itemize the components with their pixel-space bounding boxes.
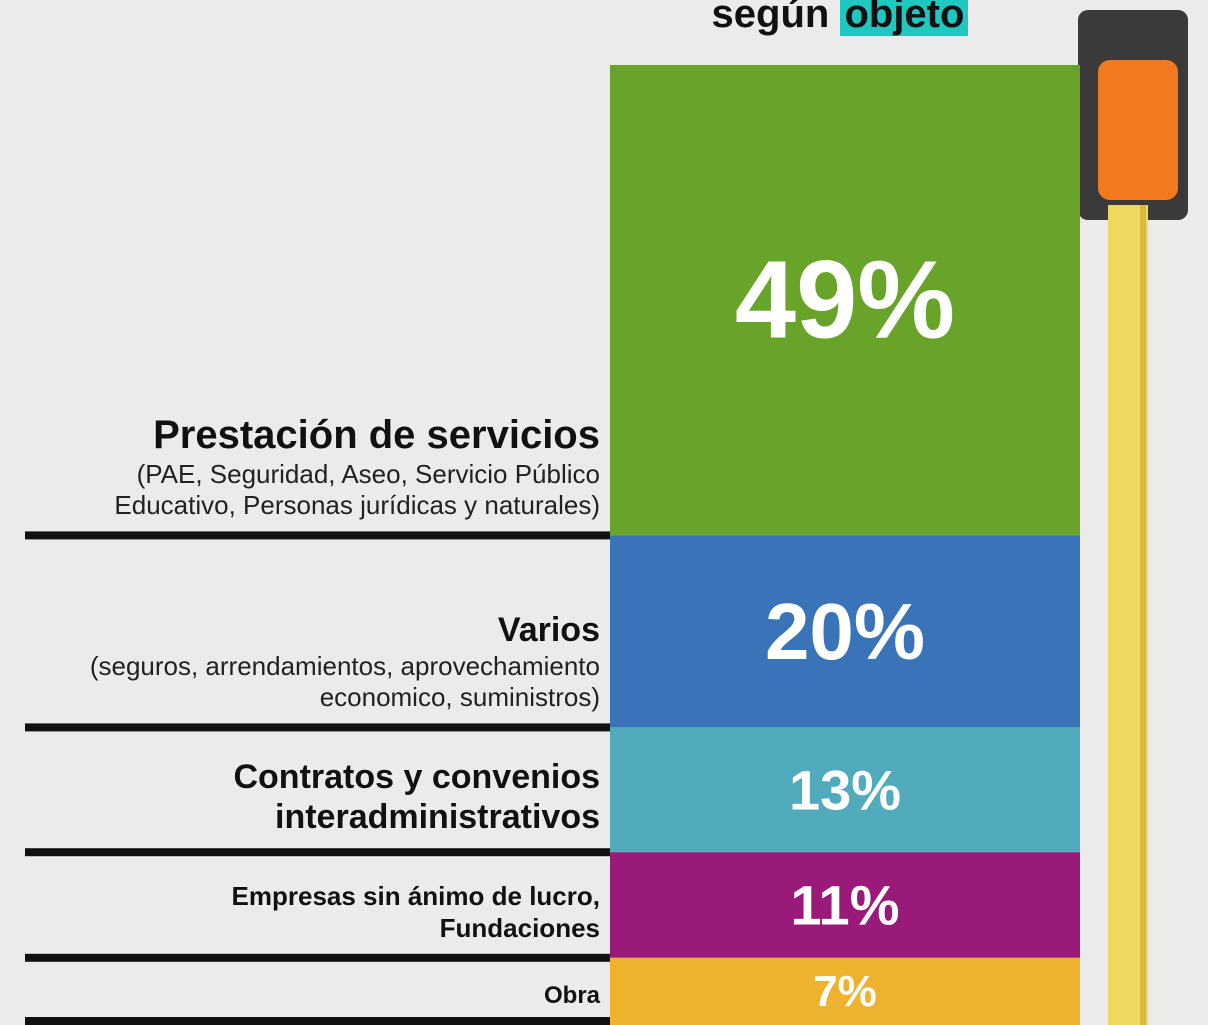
category-name: Contratos y convenios interadministrativ… bbox=[0, 757, 600, 839]
page: 49%20%13%11%7% según objeto (() => { con… bbox=[0, 0, 1208, 1025]
divider bbox=[25, 848, 610, 856]
chart-title: según objeto bbox=[600, 0, 1080, 37]
category-name: Empresas sin ánimo de lucro, Fundaciones bbox=[0, 881, 600, 943]
value-label: 49% bbox=[735, 239, 955, 362]
value-label: 7% bbox=[813, 967, 877, 1016]
category-label: Varios(seguros, arrendamientos, aprovech… bbox=[0, 610, 600, 713]
divider bbox=[25, 954, 610, 962]
category-name: Varios bbox=[0, 610, 600, 651]
category-description: (seguros, arrendamientos, aprovechamient… bbox=[0, 651, 600, 713]
category-label: Empresas sin ánimo de lucro, Fundaciones bbox=[0, 881, 600, 943]
tape-edge bbox=[1140, 205, 1146, 1025]
value-label: 20% bbox=[765, 587, 925, 676]
category-label: Prestación de servicios(PAE, Seguridad, … bbox=[0, 411, 600, 521]
tape-hook bbox=[1098, 60, 1178, 200]
value-label: 11% bbox=[791, 874, 900, 937]
category-name: Obra bbox=[0, 982, 600, 1011]
category-label: Obra bbox=[0, 982, 600, 1011]
divider bbox=[25, 1017, 610, 1025]
divider bbox=[25, 531, 610, 539]
category-label: Contratos y convenios interadministrativ… bbox=[0, 757, 600, 839]
value-label: 13% bbox=[789, 758, 901, 821]
category-name: Prestación de servicios bbox=[0, 411, 600, 459]
category-description: (PAE, Seguridad, Aseo, Servicio Público … bbox=[0, 459, 600, 521]
divider bbox=[25, 723, 610, 731]
title-highlight: objeto bbox=[840, 0, 968, 36]
